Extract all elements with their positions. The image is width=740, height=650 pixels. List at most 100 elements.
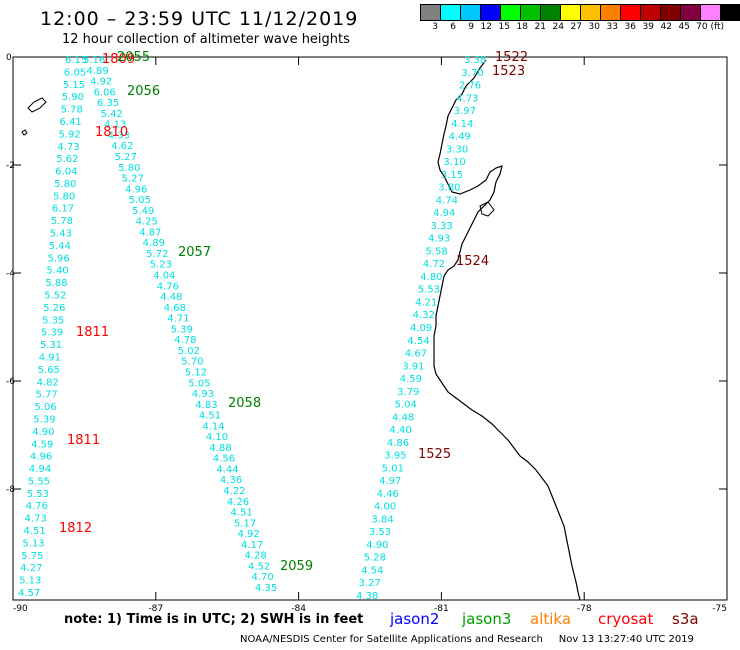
credit-text: NOAA/NESDIS Center for Satellite Applica… xyxy=(240,634,543,645)
track-1-value: 5.15 xyxy=(63,80,85,91)
track-2-value: 4.92 xyxy=(237,529,259,540)
track-1-value: 4.76 xyxy=(26,501,48,512)
track-2-value: 4.33 xyxy=(108,130,130,141)
track-3-value: 4.14 xyxy=(451,119,473,130)
track-3-value: 4.74 xyxy=(436,195,458,206)
colorbar xyxy=(420,4,740,21)
colorbar-labels: 3 6 9 12 15 18 21 24 27 30 33 36 39 42 45 70 (ft) xyxy=(420,22,724,32)
track-2-value: 4.78 xyxy=(174,335,196,346)
track-2-value: 4.68 xyxy=(164,303,186,314)
track-1-value: 5.80 xyxy=(53,191,75,202)
colorbar-label: 30 xyxy=(588,22,600,32)
puna-island xyxy=(479,201,495,217)
track-3-value: 5.53 xyxy=(418,285,440,296)
track-2-value: 4.92 xyxy=(90,77,112,88)
track-3-value: 4.94 xyxy=(433,208,455,219)
track-2-value: 5.05 xyxy=(129,195,151,206)
track-1-value: 6.04 xyxy=(55,167,77,178)
page-title: 12:00 – 23:59 UTC 11/12/2019 xyxy=(40,8,359,30)
y-tick-label: -4 xyxy=(6,269,15,279)
generated-timestamp: Nov 13 13:27:40 UTC 2019 xyxy=(558,634,694,645)
track-3-value: 4.73 xyxy=(456,93,478,104)
track-1-value: 4.82 xyxy=(37,377,59,388)
x-tick-label: -84 xyxy=(291,604,306,614)
galapagos-islet xyxy=(21,129,28,136)
time-label: 1522 xyxy=(495,50,528,65)
legend-altika: altika xyxy=(530,610,572,628)
colorbar-label: 36 xyxy=(624,22,636,32)
track-1-value: 4.57 xyxy=(18,588,40,599)
colorbar-label: 15 xyxy=(498,22,510,32)
time-label: 1811 xyxy=(67,433,100,448)
track-1-value: 5.53 xyxy=(27,489,49,500)
track-2-value: 5.27 xyxy=(122,174,144,185)
legend-jason3: jason3 xyxy=(462,610,512,628)
track-1-value: 5.06 xyxy=(34,402,56,413)
track-1-value: 4.90 xyxy=(32,427,54,438)
track-2-value: 4.25 xyxy=(136,217,158,228)
track-1-value: 5.13 xyxy=(19,576,41,587)
track-2-value: 5.27 xyxy=(115,152,137,163)
track-1-value: 5.92 xyxy=(58,129,80,140)
track-2-value: 4.28 xyxy=(244,551,266,562)
footer-note: note: 1) Time is in UTC; 2) SWH is in fe… xyxy=(64,612,364,627)
track-2-value: 4.70 xyxy=(251,572,273,583)
track-3-value: 3.80 xyxy=(438,183,460,194)
track-2-value: 4.36 xyxy=(220,475,242,486)
colorbar-label: 12 xyxy=(480,22,492,32)
track-3-value: 5.28 xyxy=(364,553,386,564)
track-1-value: 5.96 xyxy=(48,253,70,264)
track-3-value: 4.38 xyxy=(356,591,378,602)
track-1-value: 5.43 xyxy=(50,229,72,240)
track-3-value: 4.67 xyxy=(405,349,427,360)
track-2-value: 5.39 xyxy=(171,324,193,335)
track-2-value: 5.02 xyxy=(178,346,200,357)
track-1-value: 4.96 xyxy=(30,452,52,463)
track-1-value: 5.31 xyxy=(40,340,62,351)
track-2-value: 5.12 xyxy=(185,367,207,378)
time-label: 1811 xyxy=(76,325,109,340)
track-3-value: 3.27 xyxy=(359,578,381,589)
track-2-value: 4.56 xyxy=(213,454,235,465)
track-1-value: 5.55 xyxy=(28,476,50,487)
track-2-value: 5.17 xyxy=(234,518,256,529)
track-1-value: 5.78 xyxy=(51,216,73,227)
x-tick-label: -87 xyxy=(148,604,163,614)
x-tick-label: -81 xyxy=(434,604,449,614)
track-2-value: 4.51 xyxy=(230,508,252,519)
track-3-value: 3.91 xyxy=(402,361,424,372)
colorbar-label: 9 xyxy=(468,22,474,32)
track-3-value: 3.97 xyxy=(454,106,476,117)
time-label: 1525 xyxy=(418,447,451,462)
track-3-value: 3.15 xyxy=(441,170,463,181)
track-1-value: 5.65 xyxy=(38,365,60,376)
track-3-value: 4.09 xyxy=(410,323,432,334)
y-tick-label: 0 xyxy=(6,53,12,63)
track-2-value: 4.35 xyxy=(255,583,277,594)
track-1-value: 5.80 xyxy=(54,179,76,190)
track-3-value: 4.21 xyxy=(415,297,437,308)
track-2-value: 6.35 xyxy=(97,98,119,109)
time-label: 1809 xyxy=(102,52,135,67)
x-tick-label: -90 xyxy=(13,604,28,614)
track-1-value: 5.88 xyxy=(45,278,67,289)
track-1-value: 5.26 xyxy=(43,303,65,314)
track-1-value: 5.77 xyxy=(35,390,57,401)
time-label: 1523 xyxy=(492,64,525,79)
legend-s3a: s3a xyxy=(672,610,699,628)
track-3-value: 3.95 xyxy=(384,451,406,462)
track-1-value: 4.73 xyxy=(57,142,79,153)
time-label: 1810 xyxy=(95,125,128,140)
track-1-value: 4.91 xyxy=(39,352,61,363)
track-2-value: 5.23 xyxy=(150,260,172,271)
track-2-value: 4.10 xyxy=(206,432,228,443)
track-3-value: 4.32 xyxy=(413,310,435,321)
legend-jason2: jason2 xyxy=(390,610,440,628)
track-1-value: 4.59 xyxy=(31,439,53,450)
time-label: 2056 xyxy=(127,84,160,99)
track-2-value: 4.52 xyxy=(248,561,270,572)
track-2-value: 4.48 xyxy=(160,292,182,303)
track-1-value: 4.51 xyxy=(23,526,45,537)
track-2-value: 5.70 xyxy=(181,357,203,368)
